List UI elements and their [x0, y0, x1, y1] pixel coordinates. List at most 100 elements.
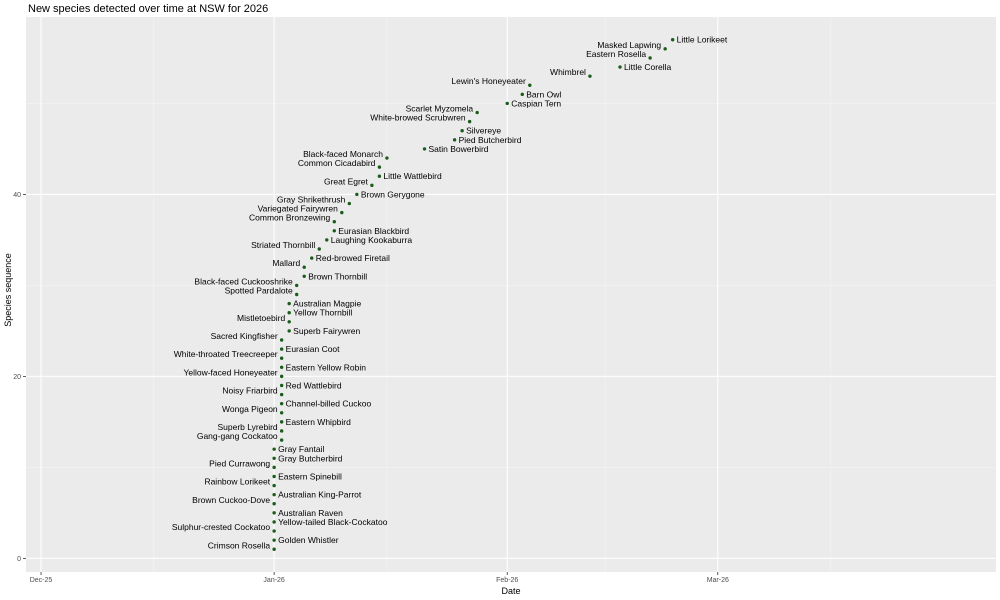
- data-point: [325, 238, 329, 242]
- point-label: Black-faced Cuckooshrike: [194, 276, 293, 286]
- point-label: Little Lorikeet: [677, 35, 728, 45]
- data-point: [377, 174, 382, 178]
- x-tick-label: Jan-26: [263, 577, 285, 584]
- data-point: [302, 274, 306, 279]
- point-label: Channel-billed Cuckoo: [286, 399, 372, 409]
- data-point: [272, 456, 276, 460]
- data-point: [310, 256, 314, 260]
- data-point: [294, 283, 299, 288]
- data-point: [670, 38, 675, 42]
- data-point: [287, 301, 291, 306]
- point-label: Caspian Tern: [511, 98, 561, 108]
- point-label: Yellow Thornbill: [293, 308, 352, 318]
- data-point: [272, 511, 276, 515]
- data-point: [663, 47, 667, 51]
- data-points: [272, 38, 675, 551]
- data-point: [452, 138, 457, 142]
- point-label: Brown Cuckoo-Dove: [192, 495, 270, 505]
- point-label: Yellow-faced Honeyeater: [183, 367, 277, 377]
- point-label: Rainbow Lorikeet: [204, 477, 270, 487]
- data-point: [355, 192, 359, 197]
- point-label: Crimson Rosella: [208, 540, 271, 550]
- data-point: [302, 265, 306, 269]
- data-point: [422, 147, 427, 151]
- data-point: [287, 320, 291, 324]
- data-point: [279, 338, 284, 342]
- data-point: [528, 83, 532, 87]
- point-label: Mallard: [272, 258, 300, 268]
- y-tick-label: 40: [13, 192, 21, 199]
- point-label: Scarlet Myzomela: [406, 104, 474, 114]
- x-tick-label: Dec-25: [30, 577, 53, 584]
- data-point: [287, 310, 291, 315]
- point-label: Sacred Kingfisher: [211, 331, 278, 341]
- point-label: Australian King-Parrot: [278, 490, 362, 500]
- data-point: [272, 447, 276, 451]
- point-label: Red Wattlebird: [286, 380, 342, 390]
- point-label: Superb Fairywren: [293, 326, 360, 336]
- data-point: [279, 420, 284, 424]
- data-point: [347, 201, 352, 206]
- data-point: [475, 110, 479, 115]
- data-point: [505, 101, 509, 106]
- point-label: White-throated Treecreeper: [174, 349, 278, 359]
- data-point: [460, 129, 464, 133]
- point-label: Pied Butcherbird: [459, 135, 522, 145]
- point-label: Eurasian Blackbird: [338, 226, 409, 236]
- data-point: [287, 329, 291, 333]
- data-point: [377, 165, 382, 169]
- data-point: [279, 374, 284, 379]
- point-label: Gray Butcherbird: [278, 453, 343, 463]
- data-point: [385, 156, 389, 160]
- point-label: White-browed Scrubwren: [370, 113, 466, 123]
- point-label: Black-faced Monarch: [303, 149, 383, 159]
- axis-ticks: Dec-25 Jan-26 Feb-26 Mar-26 0 20 40: [13, 192, 729, 584]
- point-label: Whimbrel: [550, 67, 586, 77]
- point-label: Spotted Pardalote: [225, 286, 293, 296]
- data-point: [272, 502, 276, 506]
- point-label: Golden Whistler: [278, 535, 339, 545]
- data-point: [272, 547, 276, 551]
- point-label: Eastern Whipbird: [286, 417, 351, 427]
- point-label: Eurasian Coot: [286, 344, 341, 354]
- point-label: Variegated Fairywren: [258, 204, 338, 214]
- data-point: [648, 56, 652, 60]
- data-point: [279, 365, 284, 369]
- data-point: [279, 347, 284, 351]
- point-label: Eastern Yellow Robin: [286, 362, 367, 372]
- x-tick-label: Feb-26: [496, 577, 518, 584]
- data-point: [332, 220, 336, 224]
- point-label: Laughing Kookaburra: [331, 235, 413, 245]
- point-label: Satin Bowerbird: [429, 144, 489, 154]
- data-point: [272, 520, 276, 524]
- data-point: [317, 247, 321, 251]
- point-label: Gray Shrikethrush: [277, 195, 346, 205]
- point-label: Noisy Friarbird: [222, 386, 278, 396]
- point-label: Eastern Spinebill: [278, 471, 342, 481]
- data-point: [272, 474, 276, 479]
- point-label: Great Egret: [324, 176, 369, 186]
- point-label: Barn Owl: [526, 89, 561, 99]
- point-label: Brown Thornbill: [308, 271, 367, 281]
- y-tick-label: 20: [13, 374, 21, 381]
- point-label: Mistletoebird: [237, 313, 285, 323]
- point-label: Brown Gerygone: [361, 189, 425, 199]
- grid-lines: [26, 17, 996, 572]
- y-axis-title: Species sequence: [3, 253, 13, 327]
- point-labels: Crimson Rosella Golden Whistler Sulphur-cr…: [172, 35, 728, 551]
- data-point: [279, 392, 284, 397]
- plot-panel: [26, 17, 996, 572]
- point-label: Masked Lapwing: [597, 40, 661, 50]
- point-label: Australian Raven: [278, 508, 343, 518]
- data-point: [279, 383, 284, 388]
- data-point: [279, 411, 284, 415]
- data-point: [272, 483, 276, 488]
- point-label: Silvereye: [466, 126, 501, 136]
- data-point: [332, 229, 336, 233]
- data-point: [272, 538, 276, 542]
- point-label: Striated Thornbill: [251, 240, 315, 250]
- data-point: [279, 401, 284, 406]
- point-label: Sulphur-crested Cockatoo: [172, 522, 271, 532]
- point-label: Lewin's Honeyeater: [451, 76, 526, 86]
